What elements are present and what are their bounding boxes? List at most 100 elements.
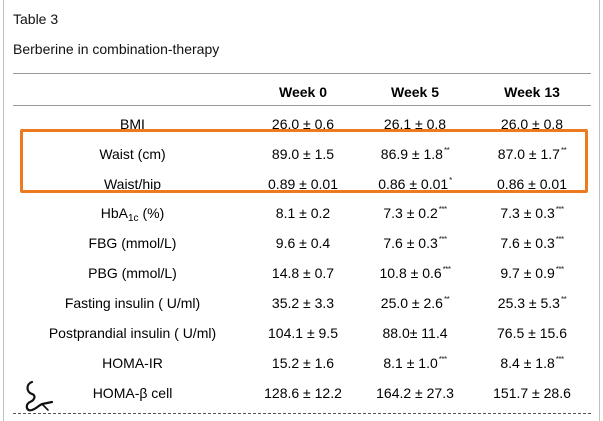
cell-week-5: 7.3 ± 0.2*** [355,205,475,221]
row-label: BMI [120,116,145,132]
cell-value: 26.0 ± 0.6 [271,116,335,132]
cell-value: 10.8 ± 0.6 [379,265,442,281]
significance-marker: *** [555,355,564,364]
table-caption: Table 3 [13,11,59,27]
significance-marker: *** [438,355,447,364]
significance-marker: *** [438,235,447,244]
cell-value: 151.7 ± 28.6 [493,385,571,401]
cell-value: 8.4 ± 1.8 [500,355,555,371]
row-label-text: (%) [138,205,165,221]
cell-week-0: 89.0 ± 1.5 [243,146,363,162]
cell-value: 26.0 ± 0.8 [500,116,564,132]
header-week-5: Week 5 [391,84,439,100]
cell-week-5: 164.2 ± 27.3 [355,385,475,401]
cell-week-13: 26.0 ± 0.8 [472,116,592,132]
cell-week-5: 86.9 ± 1.8** [355,146,475,162]
cell-week-13: 151.7 ± 28.6 [472,385,592,401]
significance-marker: *** [555,235,564,244]
top-rule [13,73,591,74]
highlight-box [20,129,588,193]
header-week-0: Week 0 [279,84,327,100]
row-label: Waist (cm) [99,146,166,162]
cell-week-0: 8.1 ± 0.2 [243,205,363,221]
cell-week-13: 76.5 ± 15.6 [472,325,592,341]
bottom-rule [13,413,591,414]
cell-week-5: 25.0 ± 2.6** [355,295,475,311]
table-row: HOMA-β cell 128.6 ± 12.2 164.2 ± 27.3 151.7… [0,385,603,405]
cell-week-0: 9.6 ± 0.4 [243,235,363,251]
cell-value: 0.86 ± 0.01 [497,176,567,192]
cell-value: 89.0 ± 1.5 [271,146,335,162]
cell-week-13: 9.7 ± 0.9*** [472,265,592,281]
cell-week-0: 0.89 ± 0.01 [243,176,363,192]
table-row: Waist (cm) 89.0 ± 1.5 86.9 ± 1.8** 87.0 ± 1… [0,146,603,166]
significance-marker: ** [443,295,450,304]
cell-value: 104.1 ± 9.5 [268,325,338,341]
cell-week-0: 104.1 ± 9.5 [243,325,363,341]
significance-marker: ** [443,146,450,155]
row-label: HOMA-β cell [92,385,173,401]
row-label: Postprandial insulin ( U/ml) [48,325,217,341]
row-label: HbA1c (%) [20,205,245,224]
cell-week-13: 87.0 ± 1.7** [472,146,592,162]
table-row: Postprandial insulin ( U/ml) 104.1 ± 9.5 8… [0,325,603,345]
cell-week-13: 7.6 ± 0.3*** [472,235,592,251]
cell-week-5: 8.1 ± 1.0*** [355,355,475,371]
cell-value: 164.2 ± 27.3 [376,385,454,401]
cell-week-0: 35.2 ± 3.3 [243,295,363,311]
cell-value: 8.1 ± 0.2 [275,205,331,221]
table-row: FBG (mmol/L) 9.6 ± 0.4 7.6 ± 0.3*** 7.6 ± 0… [0,235,603,255]
cell-week-0: 26.0 ± 0.6 [243,116,363,132]
document-frame [3,0,600,421]
cell-value: 9.7 ± 0.9 [500,265,555,281]
cell-value: 25.3 ± 5.3 [497,295,560,311]
table-row: PBG (mmol/L) 14.8 ± 0.7 10.8 ± 0.6*** 9.7 ±… [0,265,603,285]
cell-value: 9.6 ± 0.4 [275,235,331,251]
cell-week-0: 14.8 ± 0.7 [243,265,363,281]
cell-week-5: 10.8 ± 0.6*** [355,265,475,281]
header-rule [13,105,591,106]
cell-week-13: 8.4 ± 1.8*** [472,355,592,371]
row-label: FBG (mmol/L) [88,235,177,251]
cell-value: 26.1 ± 0.8 [383,116,447,132]
cell-week-5: 88.0± 11.4 [355,325,475,341]
cell-week-5: 26.1 ± 0.8 [355,116,475,132]
cell-week-0: 15.2 ± 1.6 [243,355,363,371]
row-label-subscript: 1c [128,213,139,224]
cell-week-13: 7.3 ± 0.3*** [472,205,592,221]
row-label-text: HbA [100,205,128,221]
significance-marker: *** [555,265,564,274]
row-label: Fasting insulin ( U/ml) [64,295,201,311]
cell-value: 35.2 ± 3.3 [271,295,335,311]
significance-marker: *** [438,205,447,214]
cell-value: 0.86 ± 0.01 [378,176,449,192]
cell-value: 88.0± 11.4 [382,325,448,341]
table-row: Waist/hip 0.89 ± 0.01 0.86 ± 0.01* 0.86 ± 0… [0,176,603,196]
cell-week-13: 25.3 ± 5.3** [472,295,592,311]
row-label: PBG (mmol/L) [88,265,177,281]
cell-value: 7.3 ± 0.2 [383,205,438,221]
significance-marker: * [449,176,452,185]
handwriting-cursor-icon [25,380,54,412]
cell-value: 87.0 ± 1.7 [497,146,560,162]
row-label: HOMA-IR [102,355,163,371]
cell-week-5: 7.6 ± 0.3*** [355,235,475,251]
table-row: Fasting insulin ( U/ml) 35.2 ± 3.3 25.0 ± … [0,295,603,315]
cell-value: 7.6 ± 0.3 [383,235,438,251]
cell-value: 7.3 ± 0.3 [500,205,555,221]
cell-value: 0.89 ± 0.01 [268,176,338,192]
cell-value: 7.6 ± 0.3 [500,235,555,251]
cell-week-5: 0.86 ± 0.01* [355,176,475,192]
significance-marker: ** [560,146,567,155]
cell-value: 76.5 ± 15.6 [497,325,567,341]
significance-marker: *** [555,205,564,214]
table-row: HbA1c (%) 8.1 ± 0.2 7.3 ± 0.2*** 7.3 ± 0.3*… [0,205,603,225]
significance-marker: *** [442,265,451,274]
cell-week-0: 128.6 ± 12.2 [243,385,363,401]
cell-value: 15.2 ± 1.6 [271,355,335,371]
table-row: BMI 26.0 ± 0.6 26.1 ± 0.8 26.0 ± 0.8 [0,116,603,136]
cell-value: 14.8 ± 0.7 [271,265,335,281]
cell-value: 25.0 ± 2.6 [380,295,443,311]
cell-value: 86.9 ± 1.8 [380,146,443,162]
significance-marker: ** [560,295,567,304]
